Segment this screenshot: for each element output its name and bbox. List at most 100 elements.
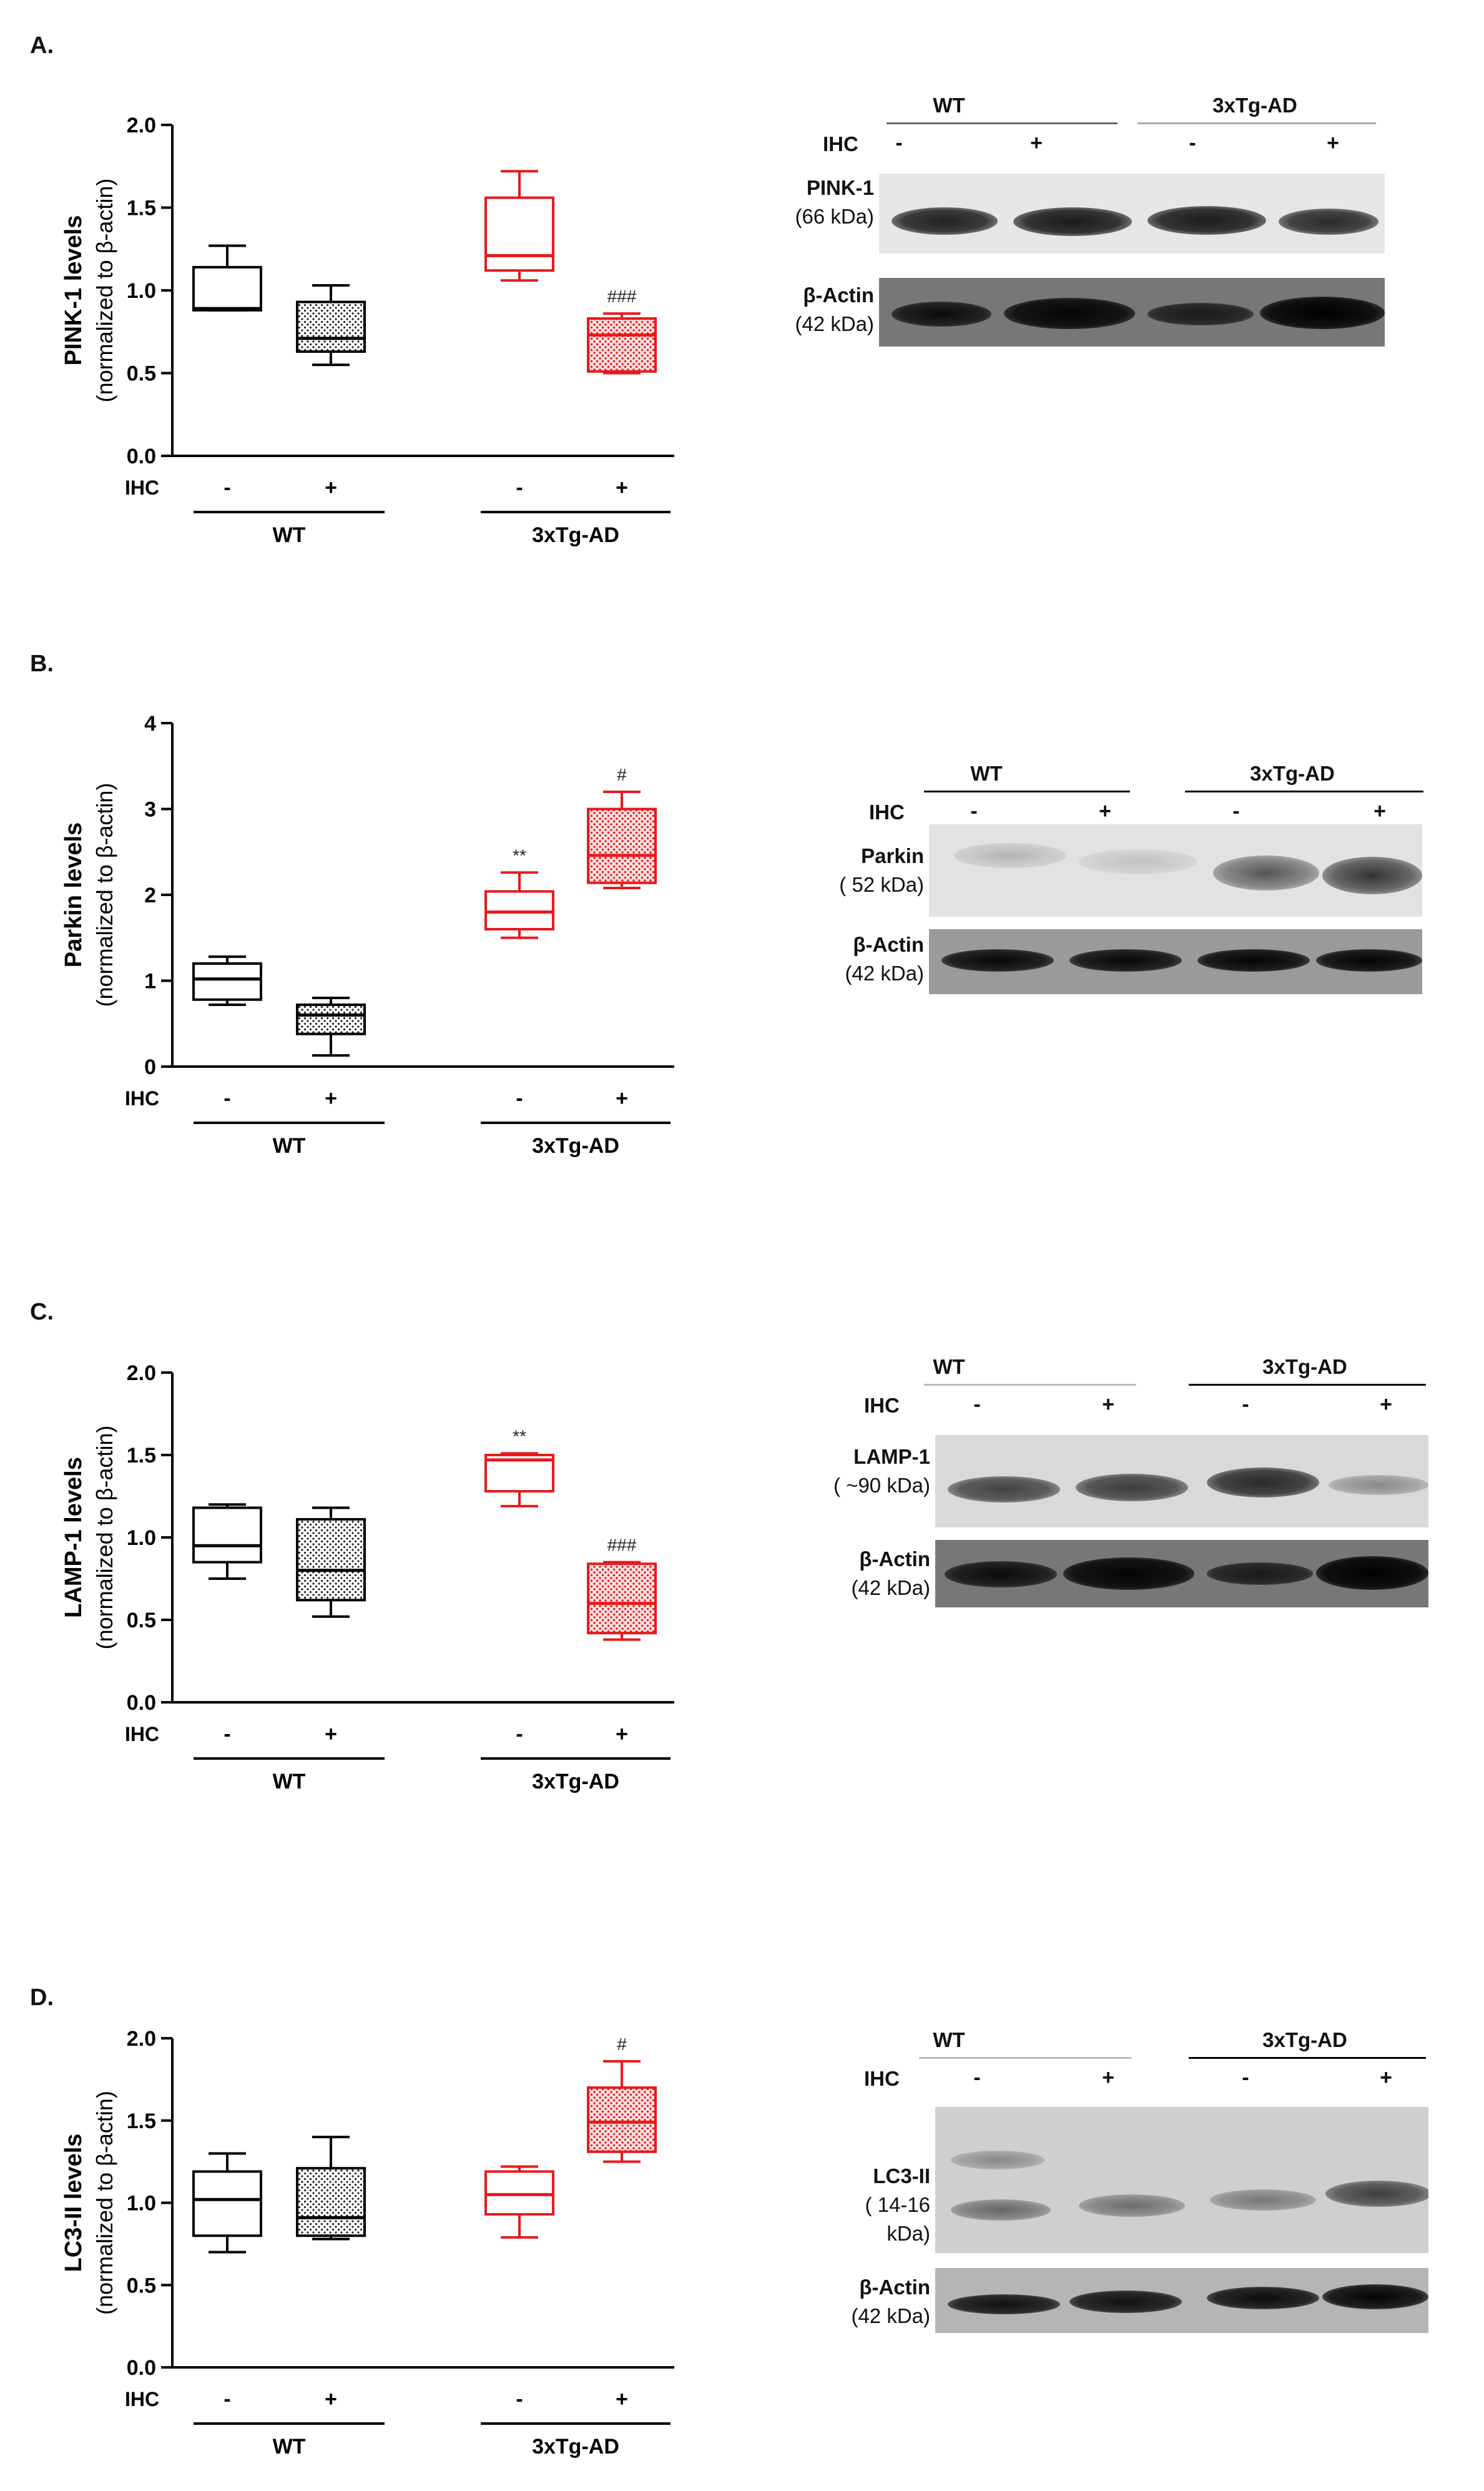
group-label-wt: WT bbox=[273, 523, 306, 547]
group-label-3xtg: 3xTg-AD bbox=[532, 523, 619, 547]
ihc-sign: - bbox=[224, 2387, 230, 2411]
blot-row-label: PINK-1 (66 kDa) bbox=[762, 174, 874, 231]
blot-band bbox=[1210, 2189, 1316, 2211]
blot-row-label: β-Actin (42 kDa) bbox=[812, 930, 924, 988]
ihc-sign: + bbox=[616, 1722, 628, 1746]
blot-band bbox=[1013, 207, 1132, 236]
blot-band bbox=[1147, 303, 1254, 325]
blot-band bbox=[1207, 2287, 1319, 2309]
box-iqr bbox=[587, 1562, 657, 1635]
box-iqr bbox=[192, 265, 262, 312]
y-tick-label: 0.0 bbox=[127, 1691, 156, 1715]
group-label-wt: WT bbox=[273, 2435, 306, 2459]
ihc-sign: + bbox=[616, 476, 628, 500]
significance-annotation: ** bbox=[513, 1426, 526, 1446]
y-axis-title: LC3-II levels bbox=[61, 2134, 87, 2272]
box-iqr bbox=[296, 300, 366, 353]
ihc-sign: - bbox=[224, 1087, 230, 1110]
ihc-sign: - bbox=[516, 1722, 523, 1746]
box-iqr bbox=[192, 962, 262, 1001]
box-plot-c: 0.0 0.5 1.0 1.5 2.0 LAMP-1 levels (normalized … bbox=[61, 1361, 674, 1793]
group-label-3xtg: 3xTg-AD bbox=[532, 1134, 619, 1158]
box-iqr bbox=[484, 890, 554, 930]
blot-strip-pink1 bbox=[879, 174, 1385, 254]
blot-band bbox=[1069, 2291, 1182, 2313]
y-axis-subtitle: (normalized to β-actin) bbox=[92, 2091, 117, 2315]
blot-band bbox=[1207, 1562, 1313, 1585]
blot-band bbox=[1197, 949, 1310, 972]
panel-letter: B. bbox=[30, 651, 54, 677]
significance-annotation: # bbox=[617, 2035, 627, 2054]
box-iqr bbox=[484, 196, 554, 272]
blot-rule-3xtg bbox=[1189, 1384, 1426, 1386]
lane-sign: + bbox=[1327, 131, 1339, 155]
group-label-wt: WT bbox=[273, 1770, 306, 1793]
ihc-sign: - bbox=[224, 476, 230, 500]
panel-d: D. 0.0 0.5 1.0 1.5 2.0 LC3-II levels (normaliz… bbox=[0, 1936, 1484, 2491]
ihc-sign: + bbox=[616, 2387, 628, 2411]
box-iqr bbox=[587, 317, 657, 373]
panel-a: A. 0.0 0.5 1.0 1.5 2.0 PINK-1 levels (normaliz… bbox=[0, 0, 1484, 612]
box-plot-d: 0.0 0.5 1.0 1.5 2.0 LC3-II levels (normalized … bbox=[61, 2027, 674, 2459]
y-tick-label: 2.0 bbox=[127, 2027, 156, 2051]
blot-rule-3xtg bbox=[1189, 2057, 1426, 2059]
panel-letter: A. bbox=[30, 32, 54, 59]
blot-group-wt: WT bbox=[933, 2028, 965, 2051]
blot-rule-wt bbox=[919, 2057, 1131, 2059]
significance-annotation: ### bbox=[607, 1536, 637, 1555]
ihc-sign: + bbox=[616, 1087, 628, 1110]
box-iqr bbox=[296, 2167, 366, 2237]
protein-name: LAMP-1 bbox=[853, 1445, 930, 1468]
molecular-weight: (42 kDa) bbox=[845, 962, 924, 985]
blot-band bbox=[1260, 297, 1385, 329]
box-iqr bbox=[587, 2086, 657, 2153]
molecular-weight: (42 kDa) bbox=[795, 312, 874, 335]
y-tick-label: 0 bbox=[144, 1055, 156, 1079]
blot-band bbox=[1316, 949, 1422, 972]
blot-band bbox=[1069, 949, 1182, 972]
blot-ihc-label: IHC bbox=[869, 801, 905, 824]
blot-strip-lc3 bbox=[935, 2107, 1428, 2253]
protein-name: LC3-II bbox=[873, 2164, 930, 2188]
blot-band bbox=[1316, 1556, 1428, 1590]
y-tick-label: 0.5 bbox=[127, 1609, 156, 1632]
blot-row-label: Parkin ( 52 kDa) bbox=[812, 842, 924, 899]
blot-rule-wt bbox=[924, 1384, 1136, 1386]
blot-strip-actin bbox=[935, 1540, 1428, 1607]
ihc-sign: - bbox=[516, 1087, 523, 1110]
y-tick-label: 1.0 bbox=[127, 2192, 156, 2216]
y-tick-label: 0.5 bbox=[127, 362, 156, 386]
significance-annotation: ** bbox=[513, 846, 526, 865]
y-tick-label: 0.0 bbox=[127, 2356, 156, 2380]
box-iqr bbox=[192, 2170, 262, 2237]
ihc-label: IHC bbox=[125, 1723, 159, 1745]
lane-sign: - bbox=[1189, 131, 1196, 155]
blot-strip-actin bbox=[879, 278, 1385, 347]
box-iqr bbox=[296, 1517, 366, 1602]
blot-band bbox=[1322, 2284, 1428, 2309]
ihc-label: IHC bbox=[125, 1087, 159, 1110]
blot-row-label: β-Actin (42 kDa) bbox=[762, 281, 874, 338]
y-tick-label: 1 bbox=[144, 970, 156, 994]
blot-row-label: β-Actin (42 kDa) bbox=[818, 1545, 930, 1602]
box-iqr bbox=[587, 807, 657, 884]
lane-sign: + bbox=[1373, 799, 1386, 823]
panel-letter: C. bbox=[30, 1299, 54, 1325]
lane-sign: + bbox=[1380, 2066, 1392, 2089]
lane-sign: + bbox=[1102, 1393, 1114, 1416]
blot-band bbox=[1329, 1475, 1428, 1495]
y-tick-label: 1.0 bbox=[127, 279, 156, 303]
blot-group-wt: WT bbox=[933, 1355, 965, 1378]
y-tick-label: 0.0 bbox=[127, 445, 156, 468]
blot-group-3xtg: 3xTg-AD bbox=[1262, 2028, 1347, 2051]
box-iqr bbox=[296, 1004, 366, 1035]
lane-sign: - bbox=[973, 2066, 981, 2089]
blot-band bbox=[1325, 2181, 1428, 2207]
blot-band bbox=[892, 207, 998, 235]
ihc-label: IHC bbox=[125, 476, 159, 499]
blot-group-3xtg: 3xTg-AD bbox=[1212, 94, 1297, 117]
blot-strip-lamp1 bbox=[935, 1435, 1428, 1527]
blot-strip-actin bbox=[935, 2268, 1428, 2333]
lane-sign: - bbox=[1242, 1393, 1249, 1416]
y-tick-label: 3 bbox=[144, 798, 156, 822]
